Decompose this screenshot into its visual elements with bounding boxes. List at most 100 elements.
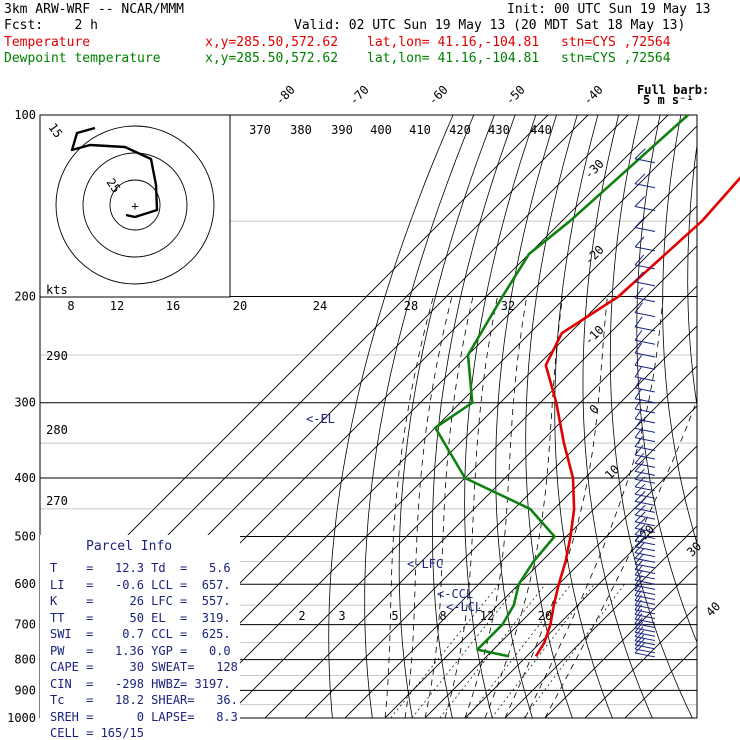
parcel-value: 12.3 <box>93 561 152 575</box>
isotherm-line <box>344 365 697 718</box>
level-annotation: <-LFC <box>407 557 443 571</box>
level-annotation: <-EL <box>306 412 335 426</box>
wind-barb-shaft <box>634 454 656 460</box>
isotherm-label: -60 <box>426 83 451 108</box>
wind-barb-shaft <box>634 264 656 270</box>
wind-barb-shaft <box>634 427 656 433</box>
parcel-key: CCL = <box>151 627 188 641</box>
wind-barb-flag <box>634 329 643 341</box>
isotherm-line <box>424 445 697 718</box>
theta-label: 410 <box>409 123 431 137</box>
mixing-ratio-label: 12 <box>480 609 494 623</box>
pressure-label: 100 <box>14 108 36 122</box>
wind-barb-flag <box>634 342 643 354</box>
dry-adiabat <box>495 115 557 718</box>
hodograph-trace <box>70 126 159 219</box>
hodograph-speed-label: 8 <box>67 299 74 313</box>
level-annotation: <-CCL <box>437 587 473 601</box>
wind-barb-flag <box>634 418 643 429</box>
parcel-key: TT = <box>50 610 94 625</box>
init-time: Init: 00 UTC Sun 19 May 13 <box>507 2 711 17</box>
valid-time: Valid: 02 UTC Sun 19 May 13 (20 MDT Sat … <box>294 18 686 33</box>
wind-barb-shaft <box>634 158 656 164</box>
isotherm-label: 40 <box>703 599 723 619</box>
wind-barb-flag <box>634 630 644 642</box>
parcel-value: 165/15 <box>93 726 152 740</box>
wind-barb-flag <box>634 608 643 620</box>
wind-barb-shaft <box>634 418 656 424</box>
parcel-value: 26 <box>93 594 152 608</box>
wind-barb-flag <box>634 468 645 480</box>
wind-barb-flag <box>634 491 646 502</box>
wind-barb-flag <box>634 524 646 535</box>
parcel-value: 0.0 <box>187 643 231 658</box>
wind-barb-flag <box>634 302 643 313</box>
parcel-key: SWEAT= <box>151 660 195 674</box>
temperature-xy: x,y=285.50,572.62 <box>205 35 339 50</box>
wind-barb-flag <box>634 580 643 591</box>
isotherm-line <box>504 525 697 718</box>
wind-barb-flag <box>634 617 643 629</box>
parcel-key: CAPE = <box>50 660 94 674</box>
model-title: 3km ARW-WRF -- NCAR/MMM <box>4 2 185 17</box>
isotherm-line <box>224 245 697 718</box>
mixing-ratio-label: 5 <box>391 609 398 623</box>
isotherm-line <box>544 565 697 718</box>
isotherm-label: -80 <box>273 83 298 108</box>
theta-label: 370 <box>249 123 271 137</box>
wind-barb-shaft <box>634 552 656 558</box>
wind-barb-flag <box>634 553 644 565</box>
parcel-value: 8.3 <box>194 709 238 724</box>
mixing-ratio-label: 2 <box>298 609 305 623</box>
isotherm-label: -40 <box>581 83 606 108</box>
wind-barb-flag <box>634 453 645 464</box>
wind-barb-flag <box>634 559 644 570</box>
wind-barb-flag <box>634 236 645 248</box>
temperature-legend: Temperature <box>4 35 91 50</box>
moist-adiabat <box>384 296 434 718</box>
wind-barb-flag <box>634 594 642 606</box>
hodograph-speed-label: 12 <box>110 299 124 313</box>
mixing-ratio-label: 20 <box>538 609 552 623</box>
wind-barb-flag <box>634 642 645 654</box>
wind-barb-shaft <box>634 281 656 287</box>
pressure-label: 900 <box>14 683 36 697</box>
wind-barb-shaft <box>634 500 656 506</box>
wind-barb-flag <box>634 530 646 542</box>
parcel-key: LAPSE= <box>151 709 195 724</box>
hodograph-speed-label: 16 <box>166 299 180 313</box>
wind-barb-shaft <box>634 246 656 252</box>
wind-barb-flag <box>634 408 643 420</box>
wind-barb-flag <box>634 504 646 516</box>
wind-barb-shaft <box>634 478 656 484</box>
moist-adiabat <box>544 398 697 718</box>
wind-barb-flag <box>634 613 643 624</box>
theta-label: 430 <box>488 123 510 137</box>
wind-barb-shaft <box>634 408 656 414</box>
temperature-trace <box>534 176 740 657</box>
temperature-latlon: lat,lon= 41.16,-104.81 <box>367 35 540 50</box>
moist-adiabat <box>424 296 474 718</box>
wind-barb-shaft <box>634 527 656 533</box>
wind-barb-shaft <box>634 206 656 211</box>
wind-barb-shaft <box>634 599 656 605</box>
wind-barb-flag <box>634 621 644 633</box>
parcel-row: PW = 1.36 YGP = 0.0 <box>50 644 231 658</box>
theta-label: 390 <box>331 123 353 137</box>
dry-adiabat <box>609 115 693 718</box>
dry-adiabat <box>662 115 697 545</box>
hodograph-ring-label: 25 <box>104 176 124 196</box>
wind-barb-shaft <box>634 618 656 624</box>
wind-barb-flag <box>634 483 646 495</box>
dry-adiabat <box>328 115 454 718</box>
dewpoint-latlon: lat,lon= 41.16,-104.81 <box>367 51 540 66</box>
pressure-label: 700 <box>14 618 36 632</box>
theta-label: 440 <box>530 123 552 137</box>
theta-side-label: 280 <box>46 423 68 437</box>
isotherm-label: -50 <box>503 83 528 108</box>
parcel-value: 30 <box>93 660 152 674</box>
parcel-row: LI = -0.6 LCL = 657. <box>50 578 231 592</box>
parcel-info-box: Parcel Info T = 12.3 Td = 5.6 LI = -0.6 L… <box>40 535 240 740</box>
